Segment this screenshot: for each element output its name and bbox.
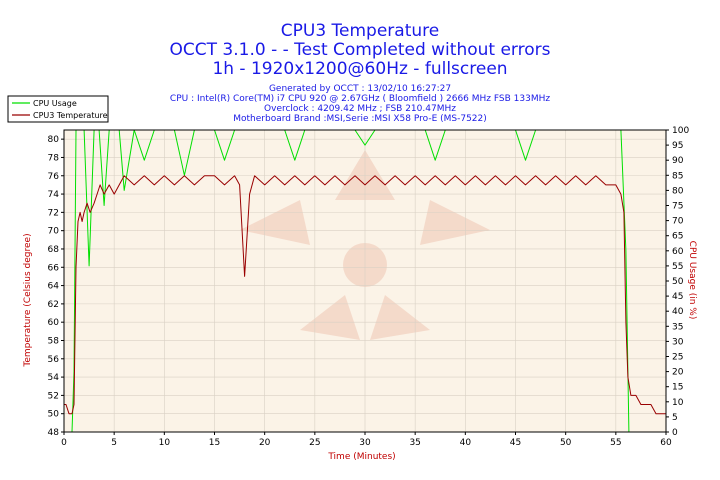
x-tick-label: 55 <box>610 438 621 448</box>
y-left-tick-label: 74 <box>48 190 60 200</box>
overclock-info-line: Overclock : 4209.42 MHz ; FSB 210.47MHz <box>264 104 456 114</box>
y-left-tick-label: 78 <box>48 153 60 163</box>
y-left-tick-label: 60 <box>48 318 60 328</box>
legend-label-cpu-usage: CPU Usage <box>33 99 77 108</box>
y-right-tick-label: 5 <box>672 413 678 423</box>
y-right-tick-label: 0 <box>672 428 678 438</box>
y-right-tick-label: 30 <box>672 337 684 347</box>
y-left-tick-label: 62 <box>48 300 59 310</box>
y-left-tick-label: 70 <box>48 227 60 237</box>
x-tick-label: 10 <box>159 438 171 448</box>
cpu-info-line: CPU : Intel(R) Core(TM) i7 CPU 920 @ 2.6… <box>170 94 550 104</box>
x-tick-label: 15 <box>209 438 220 448</box>
y-right-tick-label: 85 <box>672 171 683 181</box>
x-tick-label: 35 <box>409 438 420 448</box>
y-right-tick-label: 35 <box>672 322 683 332</box>
test-status-title: OCCT 3.1.0 - - Test Completed without er… <box>170 40 551 60</box>
test-config-title: 1h - 1920x1200@60Hz - fullscreen <box>212 59 507 79</box>
y-left-tick-label: 48 <box>48 428 60 438</box>
legend: CPU Usage CPU3 Temperature <box>7 95 109 123</box>
chart-title: CPU3 Temperature <box>281 21 439 41</box>
y-right-tick-label: 40 <box>672 307 684 317</box>
legend-label-temperature: CPU3 Temperature <box>33 111 108 120</box>
x-tick-label: 30 <box>359 438 371 448</box>
y-right-tick-label: 75 <box>672 202 683 212</box>
motherboard-info-line: Motherboard Brand :MSI,Serie :MSI X58 Pr… <box>233 114 487 124</box>
y-right-tick-label: 65 <box>672 232 683 242</box>
grid <box>64 130 666 432</box>
y-right-tick-label: 15 <box>672 383 683 393</box>
x-tick-label: 45 <box>510 438 521 448</box>
y-left-tick-label: 50 <box>48 410 60 420</box>
watermark-shape <box>420 200 490 245</box>
y-right-tick-label: 50 <box>672 277 684 287</box>
y-left-tick-label: 64 <box>48 282 60 292</box>
y-right-tick-label: 100 <box>672 126 689 136</box>
x-tick-label: 60 <box>660 438 672 448</box>
y-right-tick-label: 60 <box>672 247 684 257</box>
y-left-tick-label: 56 <box>48 355 60 365</box>
y-right-tick-label: 90 <box>672 156 684 166</box>
y-axis-right-label: CPU Usage (in %) <box>687 241 697 320</box>
y-right-tick-label: 95 <box>672 141 683 151</box>
y-right-tick-label: 55 <box>672 262 683 272</box>
x-tick-label: 50 <box>560 438 572 448</box>
generated-by-line: Generated by OCCT : 13/02/10 16:27:27 <box>269 84 451 94</box>
x-tick-label: 5 <box>111 438 117 448</box>
legend-box <box>7 95 109 123</box>
x-axis-label: Time (Minutes) <box>327 452 395 462</box>
y-left-tick-label: 52 <box>48 391 59 401</box>
y-right-tick-label: 45 <box>672 292 683 302</box>
watermark-shape <box>240 200 310 245</box>
x-axis: 0 5 10 15 20 25 30 35 40 45 50 55 60 <box>61 432 672 448</box>
y-right-tick-label: 10 <box>672 398 684 408</box>
y-axis-left-label: Temperature (Celsius degree) <box>23 233 33 367</box>
y-left-tick-label: 68 <box>48 245 60 255</box>
y-left-tick-label: 80 <box>48 135 60 145</box>
y-right-tick-label: 20 <box>672 368 684 378</box>
y-axis-right: 0 5 10 15 20 25 30 35 40 45 50 55 60 65 70 75 80 85 90 95 10… <box>666 126 689 438</box>
y-right-tick-label: 70 <box>672 217 684 227</box>
y-right-tick-label: 25 <box>672 353 683 363</box>
y-left-tick-label: 76 <box>48 172 60 182</box>
series-line-cpu3-temperature <box>64 175 666 415</box>
x-tick-label: 40 <box>460 438 472 448</box>
y-right-tick-label: 80 <box>672 186 684 196</box>
x-tick-label: 0 <box>61 438 67 448</box>
x-tick-label: 20 <box>259 438 271 448</box>
y-left-tick-label: 54 <box>48 373 60 383</box>
y-axis-left: 48 50 52 54 56 58 60 62 64 66 68 70 72 74 76 78 80 <box>48 135 64 438</box>
y-left-tick-label: 72 <box>48 208 59 218</box>
x-tick-label: 25 <box>309 438 320 448</box>
y-left-tick-label: 66 <box>48 263 60 273</box>
y-left-tick-label: 58 <box>48 336 60 346</box>
